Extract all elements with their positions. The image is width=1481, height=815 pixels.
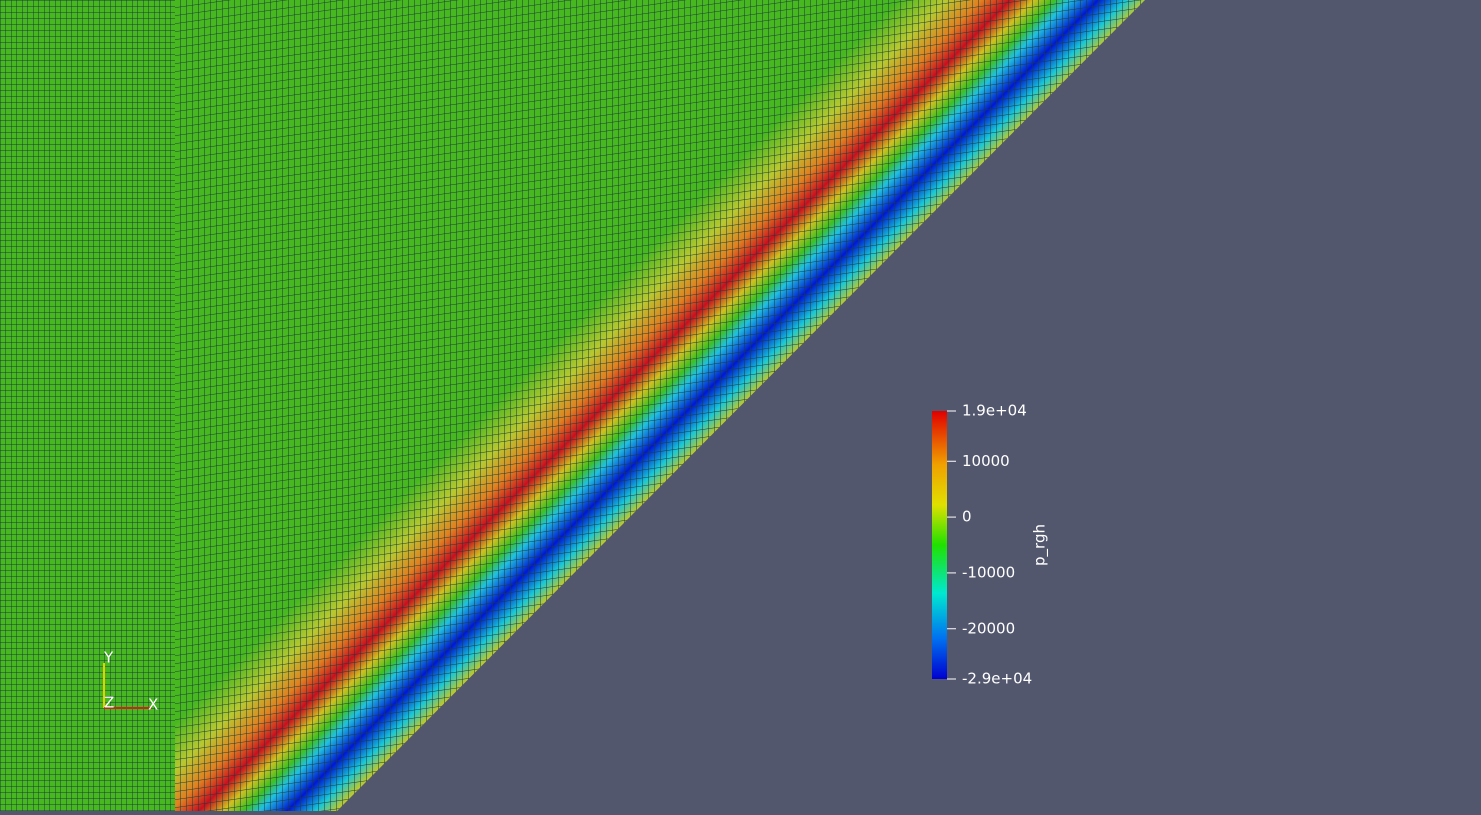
mesh-lines-left (0, 0, 175, 811)
colorbar (932, 411, 947, 679)
axis-label: X (148, 696, 158, 714)
colorbar-tick-label: -2.9e+04 (962, 670, 1032, 688)
axis-label: Z (104, 694, 114, 712)
axis-label: Y (103, 649, 114, 667)
axes-triad: Y Z X (103, 649, 158, 714)
colorbar-title: p_rgh (1031, 524, 1050, 566)
colorbar-tick-label: -20000 (962, 619, 1015, 637)
mesh-lines (175, 0, 1145, 811)
colorbar-tick-label: 1.9e+04 (962, 402, 1027, 420)
colorbar-tick-label: -10000 (962, 563, 1015, 581)
colorbar-tick-label: 10000 (962, 452, 1010, 470)
colorbar-tick-label: 0 (962, 508, 972, 526)
